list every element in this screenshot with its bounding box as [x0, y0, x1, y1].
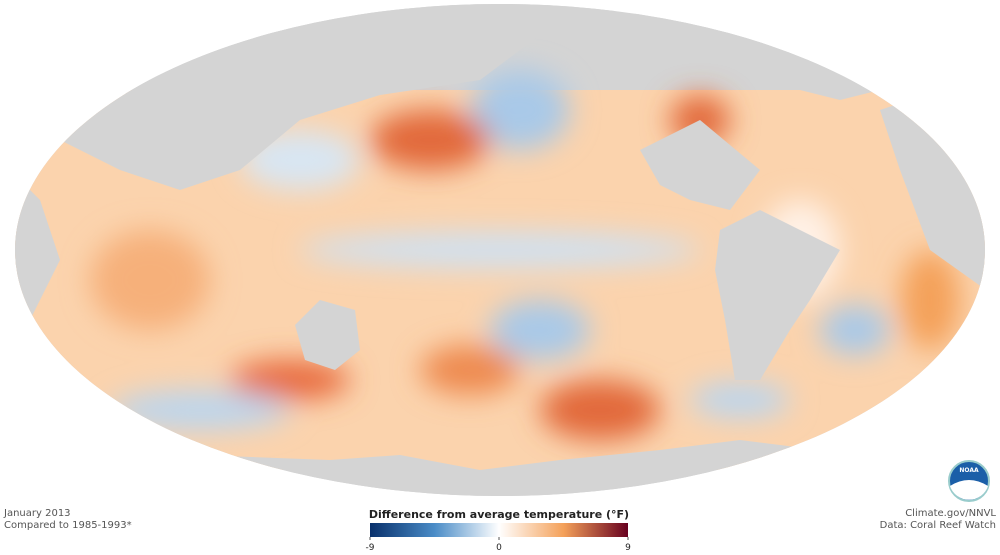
- legend-tick-label: -9: [366, 543, 375, 553]
- date: January 2013: [3, 508, 71, 519]
- credit: Climate.gov/NNVL: [905, 508, 996, 519]
- legend-tick-label: 0: [496, 543, 502, 553]
- legend-tick-label: 9: [625, 543, 631, 553]
- logo-text: NOAA: [959, 467, 979, 474]
- noaa-logo: NOAA: [948, 460, 990, 502]
- data-source: Data: Coral Reef Watch: [880, 520, 996, 531]
- legend-title: Difference from average temperature (°F): [369, 508, 629, 521]
- baseline-note: Compared to 1985-1993*: [4, 520, 132, 531]
- color-scale: [370, 523, 628, 537]
